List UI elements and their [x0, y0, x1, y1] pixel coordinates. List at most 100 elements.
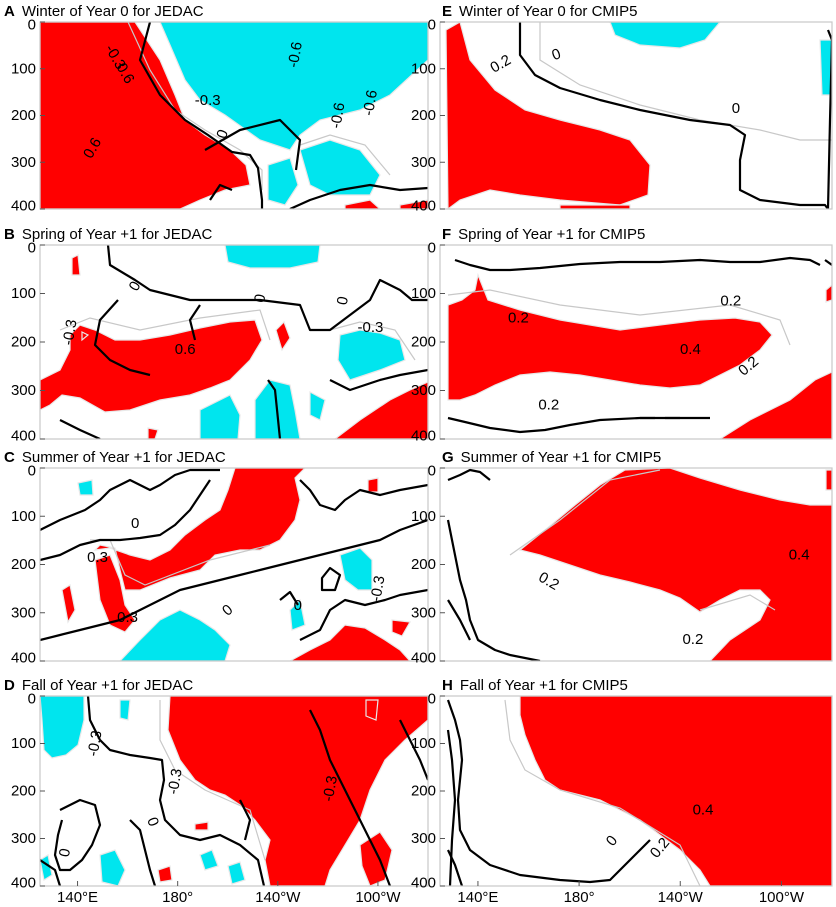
- y-tick-label: 0: [28, 463, 36, 480]
- negative-region: [309, 391, 326, 421]
- zero-contour-line: [188, 304, 201, 341]
- zero-contour-line: [279, 590, 299, 606]
- panel-letter: F: [442, 226, 451, 243]
- contour-label: -0.3: [84, 729, 105, 757]
- zero-contour-line: [454, 256, 821, 272]
- y-tick-label: 400: [11, 198, 36, 215]
- panel-title-text: Spring of Year +1 for CMIP5: [458, 226, 645, 243]
- contour-label: 0.4: [680, 341, 701, 358]
- y-tick-label: 300: [411, 154, 436, 171]
- zero-contour-line: [53, 798, 102, 872]
- minor-contour-line: [329, 321, 416, 361]
- contour-label: -0.3: [367, 574, 388, 602]
- contour-label: 0: [251, 293, 269, 304]
- zero-contour-line: [138, 22, 264, 209]
- zero-contour-line: [239, 799, 252, 841]
- panel-title-text: Winter of Year 0 for JEDAC: [22, 3, 204, 20]
- y-tick-label: 400: [411, 875, 436, 892]
- positive-region: [825, 284, 832, 303]
- plot-area: 00.20: [440, 22, 832, 209]
- y-tick-label: 100: [11, 285, 36, 302]
- positive-region: [334, 381, 428, 439]
- y-tick-label: 100: [411, 735, 436, 752]
- contour-label: 0.2: [720, 292, 741, 309]
- zero-contour-line: [299, 588, 428, 641]
- panel-letter: G: [442, 449, 454, 466]
- positive-region: [147, 427, 159, 439]
- negative-region: [337, 329, 406, 381]
- panel-letter: C: [4, 449, 15, 466]
- contour-label: 0: [131, 515, 139, 532]
- zero-contour-line: [93, 299, 151, 377]
- zero-contour-line: [40, 479, 211, 562]
- panel-a: -0.30.6-0.3-0.6-0.6-0.60.60A Winter of Ye…: [4, 3, 429, 215]
- negative-region: [159, 22, 428, 151]
- panel-h: 0.40 0.2 H Fall of Year +1 for CMIP5 0 100 200…: [411, 677, 833, 906]
- y-tick-label: 0: [28, 240, 36, 257]
- y-tick-label: 100: [411, 60, 436, 77]
- y-tick-label: 200: [11, 783, 36, 800]
- plot-area: 0.20.40.2: [440, 468, 832, 661]
- panel-letter: B: [4, 226, 15, 243]
- contour-label: -0.6: [327, 101, 348, 129]
- y-tick-label: 100: [11, 508, 36, 525]
- panel-title: G Summer of Year +1 for CMIP5: [442, 449, 661, 466]
- negative-region: [40, 696, 85, 759]
- panel-title: E Winter of Year 0 for CMIP5: [442, 3, 637, 20]
- zero-contour-line: [447, 416, 710, 434]
- positive-region: [344, 199, 381, 209]
- x-tick-label: 100°W: [355, 889, 401, 906]
- y-tick-label: 0: [428, 17, 436, 34]
- x-tick-label: 180°: [564, 889, 595, 906]
- negative-region: [199, 394, 241, 439]
- minor-contour-line: [299, 134, 391, 176]
- negative-region: [77, 479, 94, 496]
- panel-letter: H: [442, 677, 453, 694]
- positive-region: [194, 821, 209, 831]
- zero-contour-line: [447, 599, 471, 641]
- minor-contour-line: [447, 289, 791, 346]
- zero-contour-line: [106, 245, 428, 332]
- plot-area: 00 0-0.30.6-0.3: [40, 245, 428, 439]
- zero-contour-line: [518, 22, 829, 209]
- plot-area: 00.30.3 0-0.30: [40, 468, 428, 661]
- y-tick-label: 200: [11, 556, 36, 573]
- zero-contour-line: [299, 479, 428, 512]
- panel-title: D Fall of Year +1 for JEDAC: [4, 677, 193, 694]
- y-tick-label: 200: [11, 334, 36, 351]
- positive-region: [81, 331, 90, 342]
- zero-contour-line: [209, 183, 233, 201]
- panel-b: 0 0 0 -0.3 0.6 -0.3 B Spring of Year +1 for JED…: [4, 226, 429, 445]
- x-tick-label: 140°E: [57, 889, 98, 906]
- panel-title-text: Summer of Year +1 for JEDAC: [22, 449, 226, 466]
- contour-label: 0.4: [693, 802, 714, 819]
- zero-contour-line: [59, 419, 101, 439]
- contour-label: 0.2: [508, 309, 529, 326]
- minor-contour-line: [127, 22, 263, 190]
- zero-contour-line: [446, 699, 651, 884]
- y-tick-label: 200: [411, 783, 436, 800]
- y-tick-label: 300: [11, 382, 36, 399]
- zero-contour-line: [309, 709, 392, 886]
- minor-contour-line: [699, 594, 776, 611]
- minor-contour-line: [509, 469, 661, 556]
- x-tick-label: 140°W: [658, 889, 704, 906]
- x-tick-label: 140°W: [255, 889, 301, 906]
- contour-label: 0: [732, 100, 740, 117]
- positive-region: [167, 696, 428, 886]
- y-tick-label: 0: [428, 240, 436, 257]
- y-tick-label: 100: [11, 735, 36, 752]
- panel-f: 0.20.20.40.20.2F Spring of Year +1 for CM…: [411, 226, 833, 445]
- panel-g: 0.20.40.2G Summer of Year +1 for CMIP5010…: [411, 449, 833, 667]
- positive-region: [40, 22, 251, 209]
- panel-title-text: Summer of Year +1 for CMIP5: [461, 449, 662, 466]
- positive-region: [447, 272, 773, 401]
- y-tick-label: 400: [411, 198, 436, 215]
- y-tick-label: 400: [411, 650, 436, 667]
- y-tick-label: 400: [411, 428, 436, 445]
- panel-title: H Fall of Year +1 for CMIP5: [442, 677, 628, 694]
- zero-contour-line: [40, 518, 428, 642]
- negative-region: [224, 245, 321, 269]
- negative-region: [199, 849, 219, 871]
